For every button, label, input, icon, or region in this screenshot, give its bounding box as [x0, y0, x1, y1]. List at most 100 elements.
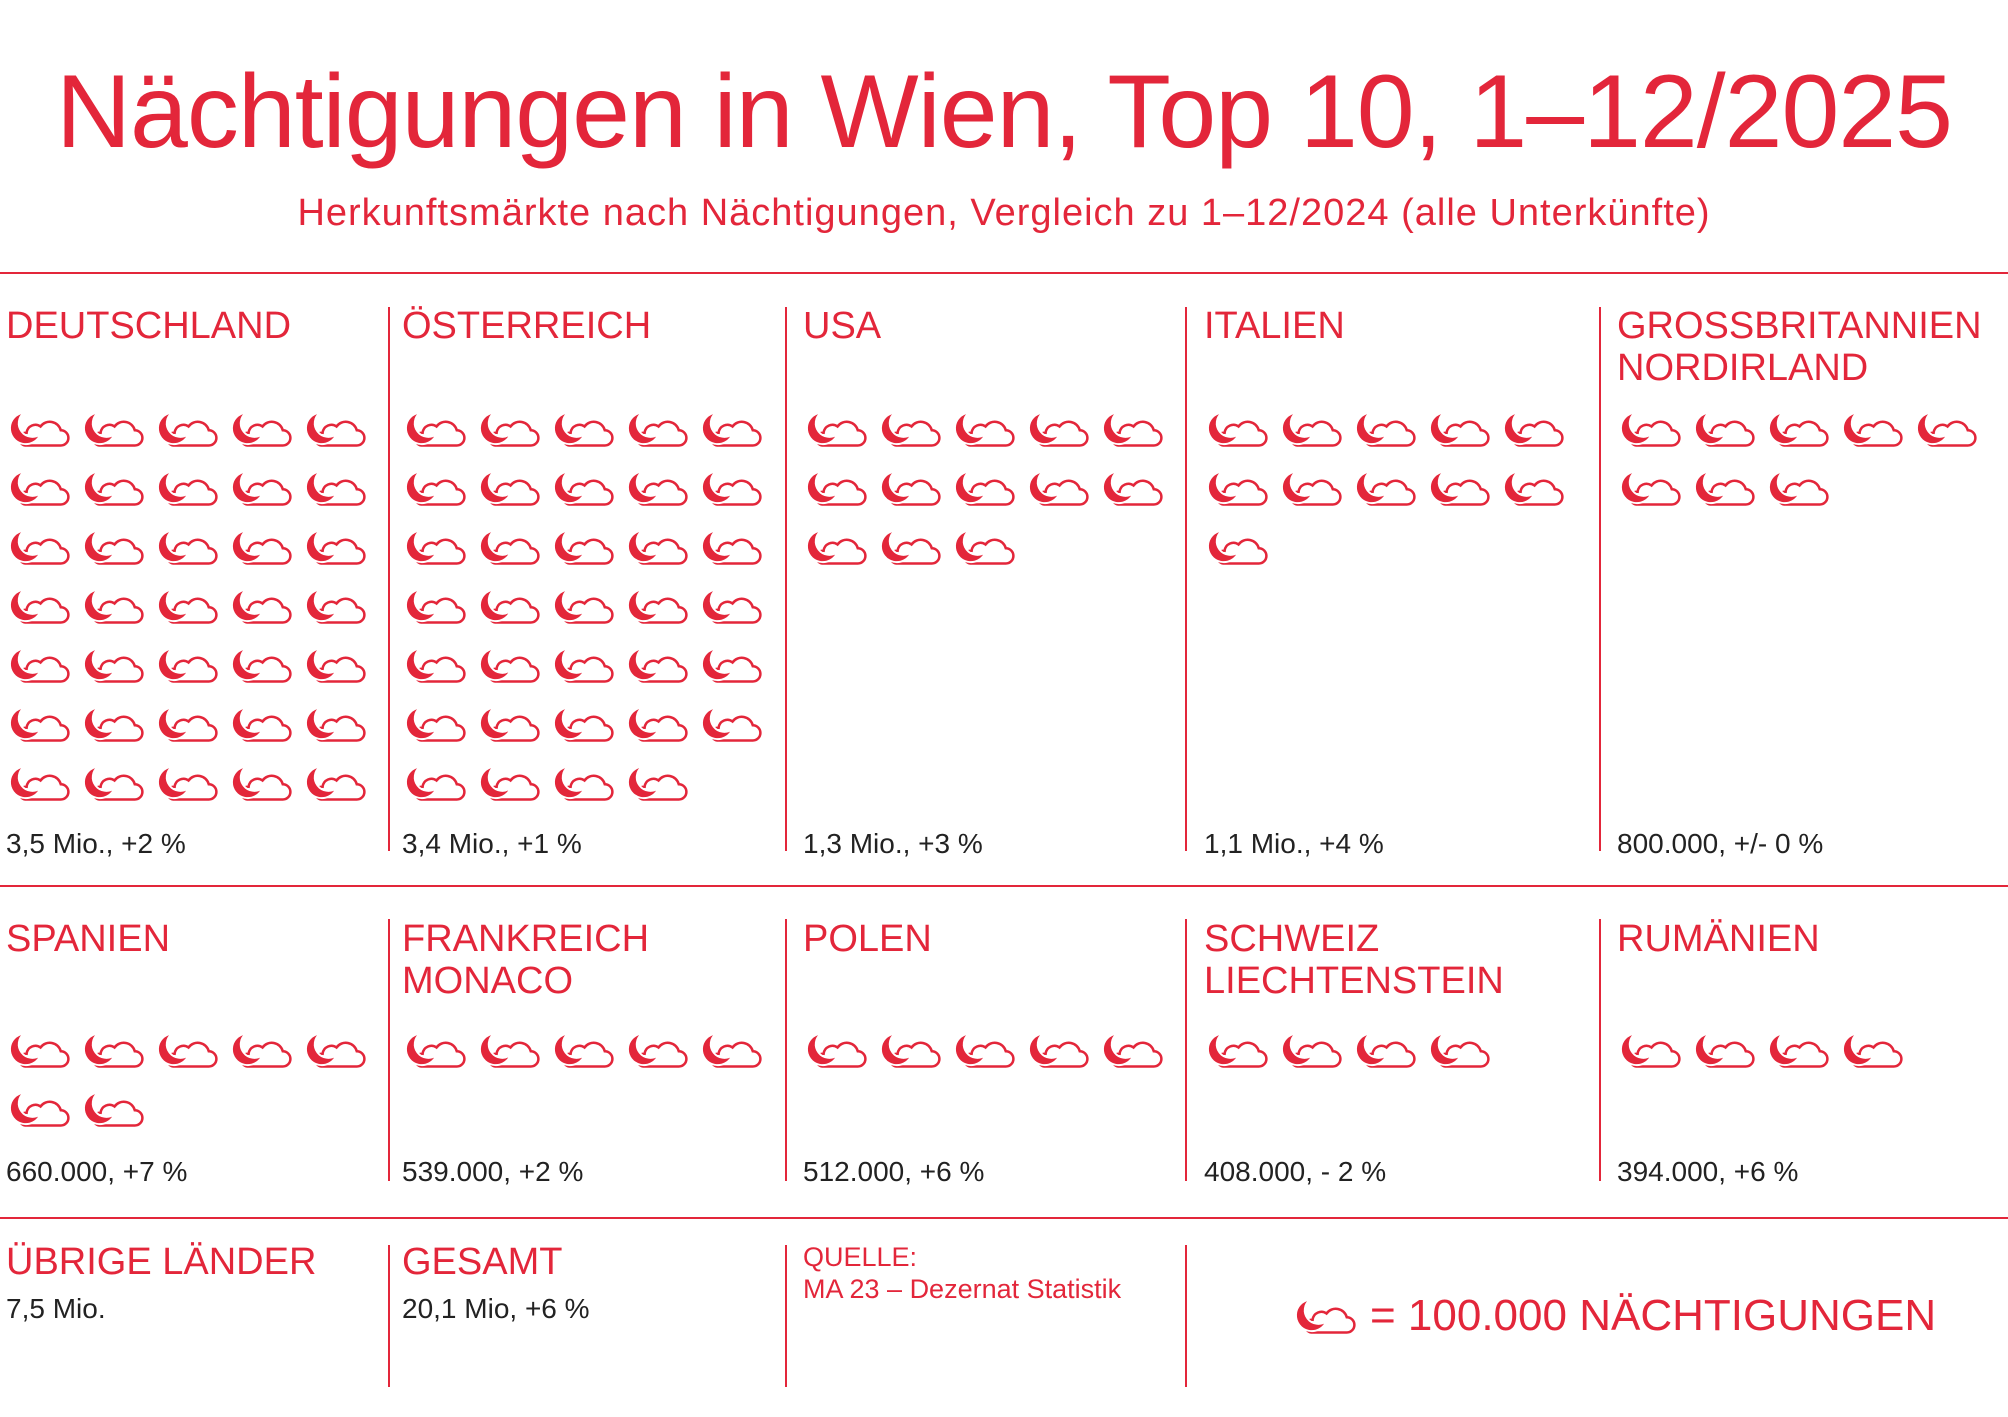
icon [304, 411, 366, 447]
category-label: POLEN [803, 918, 932, 960]
icon [552, 765, 614, 801]
stat-label: 800.000, +/- 0 % [1617, 828, 1824, 859]
icon [156, 706, 218, 742]
source-text: MA 23 – Dezernat Statistik [803, 1274, 1122, 1304]
icon [552, 588, 614, 624]
icon [879, 529, 941, 565]
icon [700, 1032, 762, 1068]
icon [1915, 411, 1977, 447]
icon [1502, 411, 1564, 447]
icon [1206, 470, 1268, 506]
icon [953, 529, 1015, 565]
icon [230, 411, 292, 447]
icon [552, 411, 614, 447]
icon [1693, 411, 1755, 447]
icon [304, 588, 366, 624]
icon [1502, 470, 1564, 506]
category-label: SPANIEN [6, 918, 171, 960]
icon [478, 765, 540, 801]
icon [8, 647, 70, 683]
category-label: GROSSBRITANNIEN NORDIRLAND [1617, 305, 1982, 389]
icon [304, 1032, 366, 1068]
icon [230, 706, 292, 742]
category-label: DEUTSCHLAND [6, 305, 292, 347]
stat-label: 1,1 Mio., +4 % [1204, 828, 1384, 859]
icon [230, 765, 292, 801]
icon [953, 1032, 1015, 1068]
icon [1767, 470, 1829, 506]
stat-label: 660.000, +7 % [6, 1156, 188, 1187]
icon [8, 529, 70, 565]
icon [1841, 1032, 1903, 1068]
icon [304, 470, 366, 506]
icon [8, 706, 70, 742]
icon [230, 529, 292, 565]
category-label: ÖSTERREICH [402, 305, 652, 347]
icon [1354, 1032, 1416, 1068]
icon [1027, 1032, 1089, 1068]
icon [953, 411, 1015, 447]
icon [304, 706, 366, 742]
icon [230, 470, 292, 506]
icon [626, 647, 688, 683]
stat-label: 539.000, +2 % [402, 1156, 584, 1187]
icon [82, 1032, 144, 1068]
icon [230, 647, 292, 683]
source-label: QUELLE: [803, 1242, 918, 1272]
icon [8, 588, 70, 624]
icon [82, 470, 144, 506]
stat-label: 512.000, +6 % [803, 1156, 985, 1187]
icon [404, 647, 466, 683]
icon [700, 706, 762, 742]
category-label: SCHWEIZ LIECHTENSTEIN [1204, 918, 1504, 1002]
icon [156, 529, 218, 565]
icon [552, 647, 614, 683]
icon [230, 588, 292, 624]
icon [1101, 1032, 1163, 1068]
icon [1619, 411, 1681, 447]
icon [1027, 470, 1089, 506]
icon [626, 1032, 688, 1068]
icon [1280, 1032, 1342, 1068]
stat-label: 408.000, - 2 % [1204, 1156, 1387, 1187]
icon [82, 765, 144, 801]
icon [8, 765, 70, 801]
icon [1354, 411, 1416, 447]
title: Nächtigungen in Wien, Top 10, 1–12/2025 [55, 54, 1953, 170]
icon [404, 706, 466, 742]
icon [404, 411, 466, 447]
icon [304, 765, 366, 801]
icon [304, 529, 366, 565]
total-label: GESAMT [402, 1241, 563, 1283]
stat-label: 3,5 Mio., +2 % [6, 828, 186, 859]
stat-label: 3,4 Mio., +1 % [402, 828, 582, 859]
subtitle: Herkunftsmärkte nach Nächtigungen, Vergl… [297, 192, 1711, 234]
others-label: ÜBRIGE LÄNDER [6, 1241, 317, 1283]
icon [700, 529, 762, 565]
icon [478, 470, 540, 506]
icon [478, 706, 540, 742]
icon [1206, 411, 1268, 447]
icon [156, 470, 218, 506]
icon [1693, 1032, 1755, 1068]
icon [626, 706, 688, 742]
icon [82, 1091, 144, 1127]
icon [552, 529, 614, 565]
icon [1101, 411, 1163, 447]
icon [953, 470, 1015, 506]
category-label: USA [803, 305, 882, 347]
icon [805, 529, 867, 565]
icon [1280, 470, 1342, 506]
icon [478, 529, 540, 565]
icon [478, 1032, 540, 1068]
icon [404, 765, 466, 801]
icon [626, 588, 688, 624]
icon [879, 470, 941, 506]
icon [230, 1032, 292, 1068]
category-label: FRANKREICH MONACO [402, 918, 650, 1002]
icon [805, 1032, 867, 1068]
stat-label: 394.000, +6 % [1617, 1156, 1799, 1187]
icon [156, 411, 218, 447]
